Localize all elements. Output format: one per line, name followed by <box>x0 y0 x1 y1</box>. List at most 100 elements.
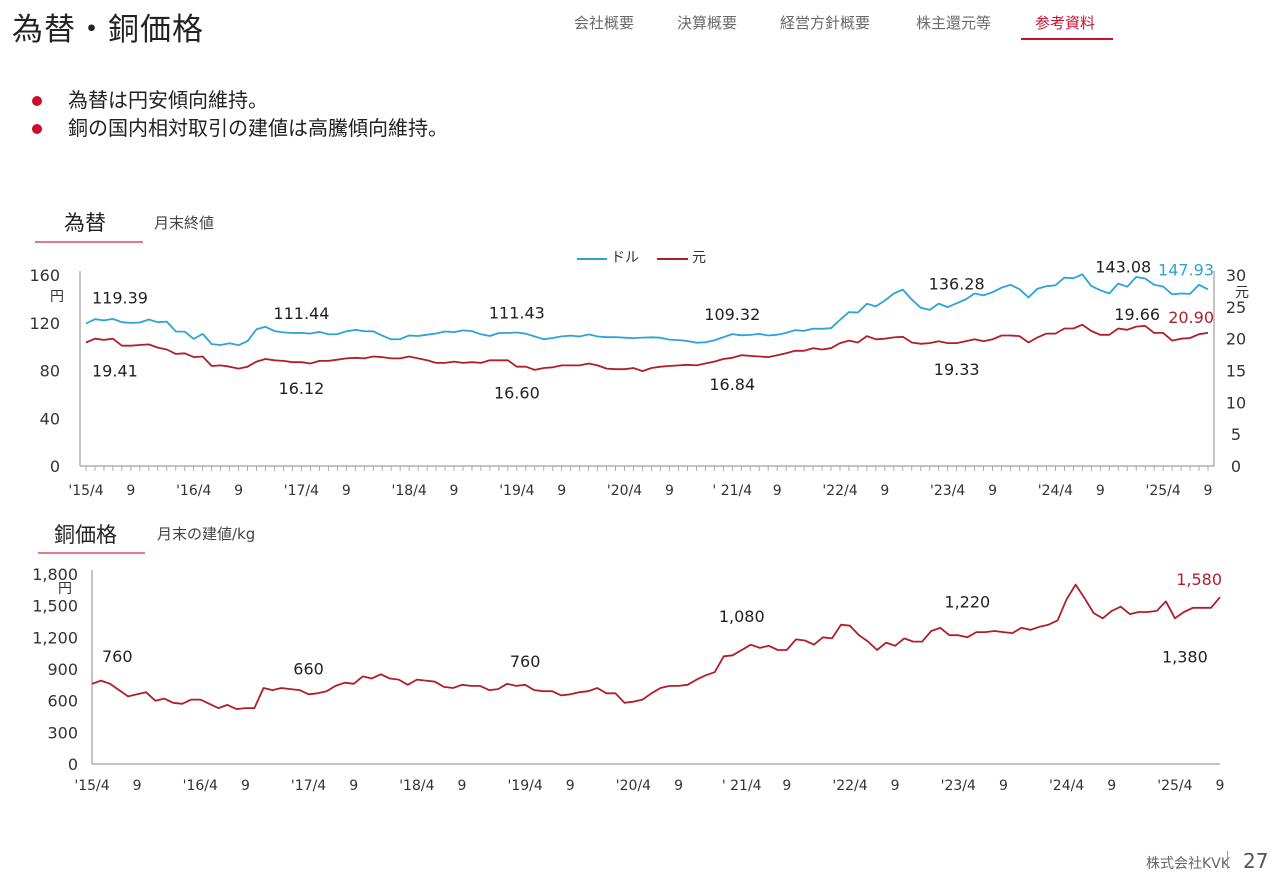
copper-x-tick-label: 9 <box>566 778 575 794</box>
fx-section-title: 為替 <box>64 211 106 235</box>
fx-x-tick-label: '24/4 <box>1038 483 1073 499</box>
fx-cny-data-label: 19.33 <box>934 360 980 379</box>
fx-legend-label-cny: 元 <box>692 250 706 266</box>
copper-x-tick-label: '17/4 <box>291 778 326 794</box>
top-nav: 会社概要 決算概要 経営方針概要 株主還元等 参考資料 <box>560 12 1280 42</box>
fx-cny-data-label: 16.84 <box>709 375 755 394</box>
nav-active-underline <box>1021 38 1113 40</box>
fx-x-tick-label: 9 <box>234 483 243 499</box>
bullet-item: 為替は円安傾向維持。 <box>32 86 448 114</box>
copper-section-title: 銅価格 <box>54 523 117 547</box>
copper-x-tick-label: '16/4 <box>183 778 218 794</box>
fx-x-tick-label: '17/4 <box>284 483 319 499</box>
copper-x-tick-label: '25/4 <box>1157 778 1192 794</box>
copper-x-tick-label: '24/4 <box>1049 778 1084 794</box>
page-title: 為替・銅価格 <box>12 12 204 48</box>
fx-x-tick-label: '20/4 <box>607 483 642 499</box>
fx-y-right-tick-label: 30 <box>1226 266 1246 285</box>
fx-x-tick-label: 9 <box>557 483 566 499</box>
bullet-item: 銅の国内相対取引の建値は高騰傾向維持。 <box>32 114 448 142</box>
fx-y-left-tick-label: 0 <box>50 457 60 476</box>
copper-y-tick-label: 1,800 <box>32 565 78 584</box>
copper-data-label: 1,220 <box>944 592 990 611</box>
fx-usd-data-label: 119.39 <box>92 288 148 307</box>
fx-y-right-tick-label: 10 <box>1226 393 1246 412</box>
fx-y-right-tick-label: 20 <box>1226 330 1246 349</box>
copper-x-tick-label: 9 <box>999 778 1008 794</box>
copper-x-tick-label: 9 <box>674 778 683 794</box>
fx-x-tick-label: 9 <box>880 483 889 499</box>
fx-x-tick-label: '15/4 <box>68 483 103 499</box>
fx-x-tick-label: '23/4 <box>930 483 965 499</box>
copper-x-tick-label: 9 <box>1216 778 1225 794</box>
bullet-list: 為替は円安傾向維持。 銅の国内相対取引の建値は高騰傾向維持。 <box>32 86 448 142</box>
copper-y-tick-label: 0 <box>68 755 78 774</box>
fx-series-cny-line <box>85 323 1209 373</box>
fx-usd-data-label: 147.93 <box>1158 260 1214 279</box>
copper-data-label: 1,080 <box>719 607 765 626</box>
copper-x-tick-label: 9 <box>458 778 467 794</box>
fx-subtitle: 月末終値 <box>154 214 215 232</box>
fx-y-left-tick-label: 120 <box>29 314 60 333</box>
fx-y-right-tick-label: 5 <box>1231 425 1241 444</box>
copper-x-tick-label: 9 <box>349 778 358 794</box>
fx-left-unit: 円 <box>50 289 64 305</box>
copper-x-tick-label: '23/4 <box>941 778 976 794</box>
fx-x-tick-label: '19/4 <box>499 483 534 499</box>
fx-x-tick-label: 9 <box>126 483 135 499</box>
footer-separator <box>1227 851 1228 869</box>
nav-item-policy[interactable]: 経営方針概要 <box>780 14 871 32</box>
nav-item-returns[interactable]: 株主還元等 <box>916 14 992 32</box>
fx-x-tick-label: 9 <box>450 483 459 499</box>
fx-x-tick-label: 9 <box>342 483 351 499</box>
fx-x-tick-label: 9 <box>773 483 782 499</box>
nav-item-reference[interactable]: 参考資料 <box>1035 14 1096 32</box>
copper-data-label: 660 <box>293 659 324 678</box>
copper-x-tick-label: 9 <box>241 778 250 794</box>
fx-series-usd-line <box>85 273 1209 347</box>
nav-item-results[interactable]: 決算概要 <box>677 14 738 32</box>
copper-data-label: 760 <box>510 652 541 671</box>
copper-x-tick-label: '19/4 <box>508 778 543 794</box>
fx-usd-data-label: 109.32 <box>704 305 760 324</box>
fx-x-tick-label: 9 <box>1096 483 1105 499</box>
copper-subtitle: 月末の建値/kg <box>157 525 256 543</box>
fx-usd-data-label: 111.43 <box>489 304 545 323</box>
bullet-text: 銅の国内相対取引の建値は高騰傾向維持。 <box>68 116 448 140</box>
footer-company: 株式会社KVK <box>1146 856 1230 872</box>
fx-usd-data-label: 136.28 <box>929 274 985 293</box>
fx-x-tick-label: '22/4 <box>822 483 857 499</box>
fx-cny-data-label: 16.60 <box>494 384 540 403</box>
copper-data-label: 760 <box>102 647 133 666</box>
copper-data-label: 1,580 <box>1176 570 1222 589</box>
fx-x-tick-label: '18/4 <box>391 483 426 499</box>
copper-series-line <box>91 583 1221 710</box>
fx-x-tick-label: 9 <box>1204 483 1213 499</box>
copper-x-tick-label: ' 21/4 <box>722 778 762 794</box>
copper-x-tick-label: '20/4 <box>616 778 651 794</box>
fx-y-left-tick-label: 160 <box>29 266 60 285</box>
fx-x-tick-label: '16/4 <box>176 483 211 499</box>
copper-y-unit: 円 <box>58 581 72 597</box>
bullet-text: 為替は円安傾向維持。 <box>68 88 268 112</box>
fx-usd-data-label: 143.08 <box>1095 258 1151 277</box>
bullet-dot <box>32 124 42 134</box>
fx-y-right-tick-label: 15 <box>1226 362 1246 381</box>
fx-y-right-tick-label: 25 <box>1226 298 1246 317</box>
copper-data-label: 1,380 <box>1162 647 1208 666</box>
fx-cny-data-label: 19.66 <box>1114 305 1160 324</box>
copper-x-tick-label: 9 <box>133 778 142 794</box>
fx-y-right-tick-label: 0 <box>1231 457 1241 476</box>
copper-x-tick-label: '18/4 <box>399 778 434 794</box>
copper-x-tick-label: 9 <box>891 778 900 794</box>
fx-x-tick-label: 9 <box>665 483 674 499</box>
fx-cny-data-label: 20.90 <box>1168 308 1214 327</box>
fx-right-unit: 元 <box>1235 285 1249 301</box>
copper-y-tick-label: 1,200 <box>32 628 78 647</box>
fx-cny-data-label: 19.41 <box>92 361 138 380</box>
copper-y-tick-label: 300 <box>47 723 78 742</box>
bullet-dot <box>32 96 42 106</box>
nav-item-company[interactable]: 会社概要 <box>574 14 635 32</box>
page-number: 27 <box>1243 849 1269 873</box>
